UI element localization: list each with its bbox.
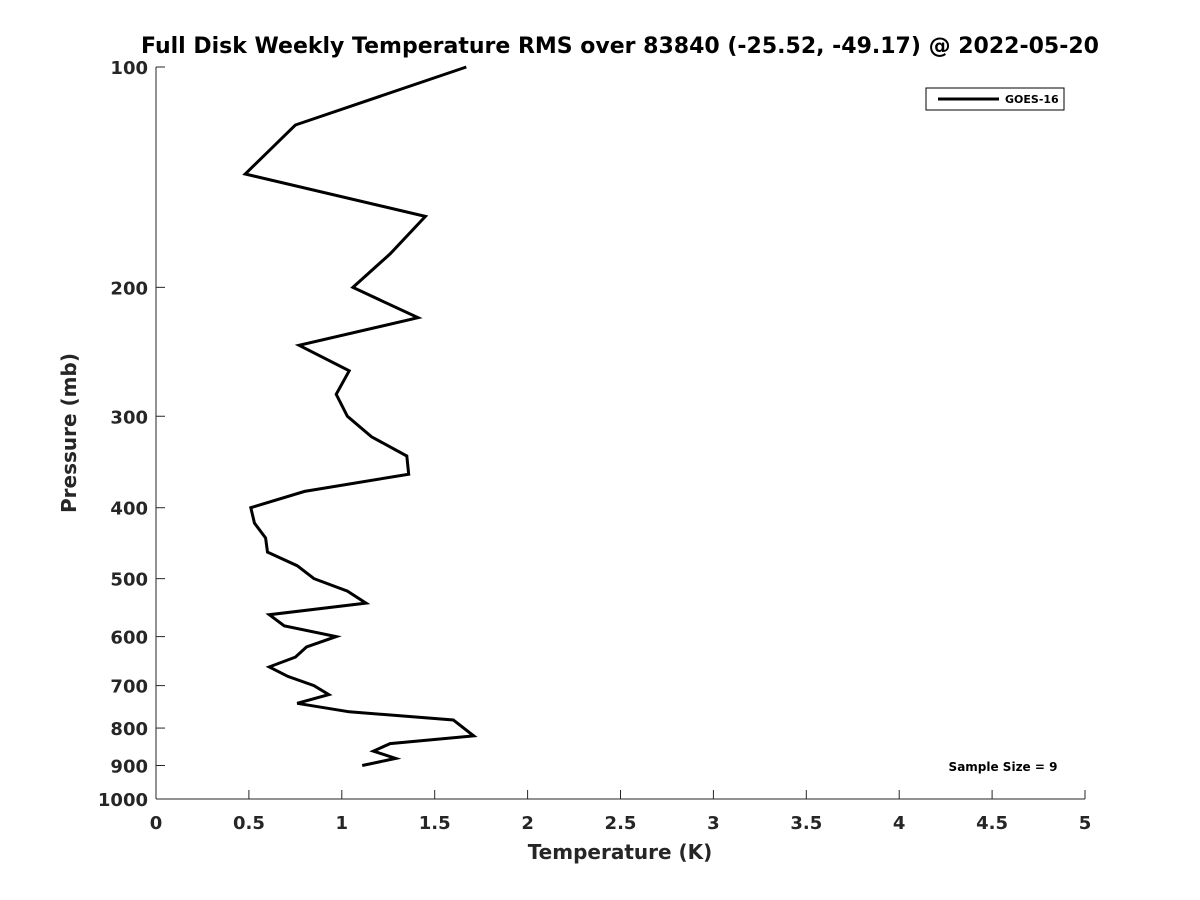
y-tick-label: 200 (110, 278, 148, 299)
series-line-goes-16 (242, 65, 478, 767)
x-tick-label: 4 (893, 813, 906, 834)
y-tick-label: 400 (110, 499, 148, 520)
y-tick-label: 300 (110, 407, 148, 428)
y-tick-label: 700 (110, 677, 148, 698)
x-tick-label: 0 (150, 813, 163, 834)
x-tick-label: 3.5 (790, 813, 822, 834)
y-tick-label: 1000 (98, 790, 148, 811)
chart-title: Full Disk Weekly Temperature RMS over 83… (141, 34, 1099, 59)
x-tick-label: 5 (1079, 813, 1092, 834)
y-axis-label: Pressure (mb) (57, 353, 81, 513)
sample-size-annotation: Sample Size = 9 (949, 760, 1058, 774)
legend-label-goes-16: GOES-16 (1005, 93, 1059, 106)
x-tick-label: 4.5 (976, 813, 1008, 834)
x-tick-label: 3 (707, 813, 720, 834)
legend: GOES-16 (925, 87, 1065, 111)
axes: 0 0.5 1 1.5 2 2.5 3 3.5 4 4.5 5 100 200 300 400 500 600 7… (98, 58, 1091, 834)
x-tick-label: 2 (521, 813, 534, 834)
y-tick-label: 900 (110, 757, 148, 778)
y-tick-label: 800 (110, 719, 148, 740)
x-axis-label: Temperature (K) (528, 840, 713, 864)
y-tick-label: 600 (110, 628, 148, 649)
x-tick-label: 1.5 (419, 813, 451, 834)
x-tick-label: 1 (336, 813, 349, 834)
x-tick-label: 0.5 (233, 813, 265, 834)
x-tick-label: 2.5 (605, 813, 637, 834)
y-tick-label: 500 (110, 570, 148, 591)
series-layer (242, 65, 478, 767)
y-tick-label: 100 (110, 58, 148, 79)
